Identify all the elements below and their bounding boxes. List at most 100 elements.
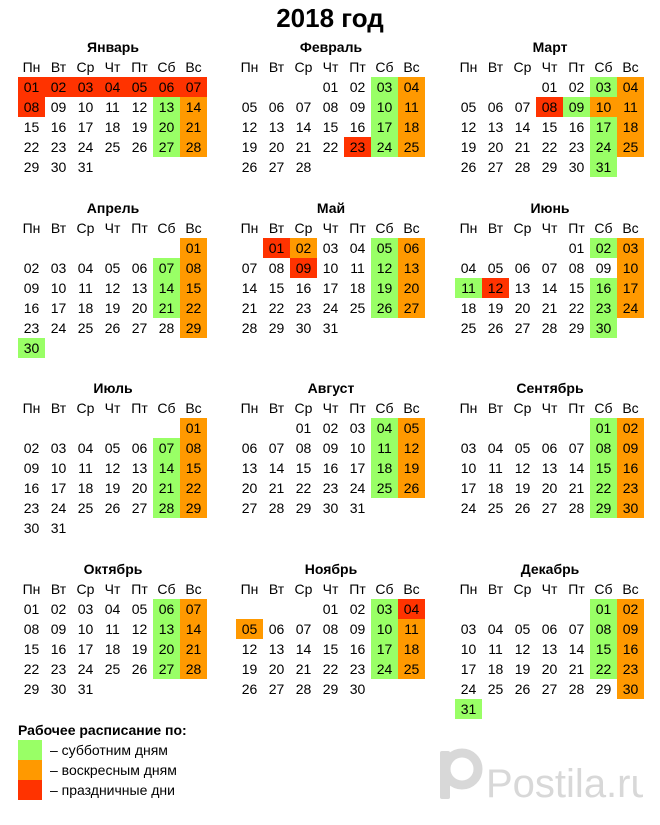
day-cell: 21 <box>295 139 312 155</box>
weekday-header: Пт <box>568 581 585 597</box>
day-cell: 28 <box>541 320 558 336</box>
day-cell: 31 <box>349 500 366 516</box>
day-cell: 03 <box>77 601 94 617</box>
day-cell: 17 <box>50 300 67 316</box>
weekday-header: Чт <box>322 59 339 75</box>
day-cell: 23 <box>50 661 67 677</box>
weekday-header: Сб <box>594 400 613 416</box>
empty-cell <box>72 238 99 258</box>
day-cell: 06 <box>131 440 148 456</box>
weekday-header: Сб <box>375 220 394 236</box>
day-cell: 15 <box>568 280 585 296</box>
day-cell: 10 <box>322 260 339 276</box>
day-cell: 05 <box>131 601 148 617</box>
weekday-header: Пт <box>568 400 585 416</box>
day-cell: 09 <box>290 258 317 278</box>
month-grid: Пн Вт Ср Чт Пт Сб Вс 01 02 03 04 05 06 07 08 09 10 11 12 13… <box>18 57 208 177</box>
day-cell: 23 <box>23 320 40 336</box>
day-cell: 19 <box>104 300 121 316</box>
weekday-header: Сб <box>157 220 176 236</box>
weekday-header: Вт <box>50 400 67 416</box>
empty-cell <box>455 418 482 438</box>
day-cell: 09 <box>617 619 644 639</box>
empty-cell <box>290 599 317 619</box>
day-cell: 28 <box>153 498 180 518</box>
day-cell: 18 <box>104 641 121 657</box>
day-cell: 01 <box>263 238 290 258</box>
weekday-header: Пт <box>568 59 585 75</box>
weekday-header: Пт <box>131 581 148 597</box>
postila-logo-icon <box>440 748 483 799</box>
day-cell: 01 <box>590 418 617 438</box>
weekday-header: Пн <box>22 400 41 416</box>
day-cell: 31 <box>322 320 339 336</box>
day-cell: 09 <box>23 460 40 476</box>
day-cell: 02 <box>322 420 339 436</box>
weekday-header: Пн <box>459 220 478 236</box>
day-cell: 22 <box>322 661 339 677</box>
day-cell: 02 <box>349 601 366 617</box>
day-cell: 12 <box>482 278 509 298</box>
empty-cell <box>236 238 263 258</box>
day-cell: 03 <box>460 621 477 637</box>
day-cell: 08 <box>322 621 339 637</box>
day-cell: 02 <box>23 260 40 276</box>
day-cell: 12 <box>398 438 425 458</box>
day-cell: 02 <box>50 601 67 617</box>
day-cell: 21 <box>241 300 258 316</box>
day-cell: 03 <box>50 260 67 276</box>
empty-cell <box>455 599 482 619</box>
empty-cell <box>455 77 482 97</box>
empty-cell <box>509 599 536 619</box>
month-grid: Пн Вт Ср Чт Пт Сб Вс 01 02 03 04 05 06 07 08 09 10 11 12 13… <box>18 398 208 538</box>
empty-cell <box>563 418 590 438</box>
day-cell: 03 <box>617 238 644 258</box>
day-cell: 15 <box>541 119 558 135</box>
empty-cell <box>536 599 563 619</box>
day-cell: 04 <box>617 77 644 97</box>
day-cell: 07 <box>568 621 585 637</box>
day-cell: 22 <box>568 300 585 316</box>
day-cell: 19 <box>514 661 531 677</box>
day-cell: 22 <box>268 300 285 316</box>
day-cell: 07 <box>541 260 558 276</box>
day-cell: 10 <box>77 99 94 115</box>
day-cell: 03 <box>590 77 617 97</box>
weekday-header: Вт <box>268 59 285 75</box>
empty-cell <box>18 238 45 258</box>
day-cell: 06 <box>131 260 148 276</box>
day-cell: 01 <box>322 601 339 617</box>
day-cell: 29 <box>541 159 558 175</box>
day-cell: 31 <box>455 699 482 719</box>
day-cell: 20 <box>398 278 425 298</box>
day-cell: 10 <box>590 97 617 117</box>
day-cell: 29 <box>180 498 207 518</box>
weekday-header: Чт <box>104 220 121 236</box>
day-cell: 21 <box>568 480 585 496</box>
day-cell: 15 <box>180 458 207 478</box>
weekday-header: Ср <box>294 59 313 75</box>
empty-cell <box>153 238 180 258</box>
day-cell: 09 <box>50 99 67 115</box>
day-cell: 22 <box>590 478 617 498</box>
day-cell: 29 <box>23 681 40 697</box>
day-cell: 17 <box>77 119 94 135</box>
weekday-header: Ср <box>294 400 313 416</box>
day-cell: 03 <box>371 77 398 97</box>
day-cell: 20 <box>268 139 285 155</box>
empty-cell <box>536 418 563 438</box>
day-cell: 08 <box>322 99 339 115</box>
day-cell: 15 <box>295 460 312 476</box>
day-cell: 31 <box>77 681 94 697</box>
empty-cell <box>99 418 126 438</box>
day-cell: 14 <box>541 280 558 296</box>
empty-cell <box>72 418 99 438</box>
day-cell: 12 <box>371 258 398 278</box>
month-grid: Пн Вт Ср Чт Пт Сб Вс 01 02 03 04 05 06 07 08 09 10 11 12 13… <box>236 218 426 338</box>
day-cell: 15 <box>322 119 339 135</box>
empty-cell <box>482 238 509 258</box>
day-cell: 02 <box>23 440 40 456</box>
day-cell: 24 <box>50 320 67 336</box>
weekday-header: Сб <box>594 220 613 236</box>
day-cell: 14 <box>268 460 285 476</box>
